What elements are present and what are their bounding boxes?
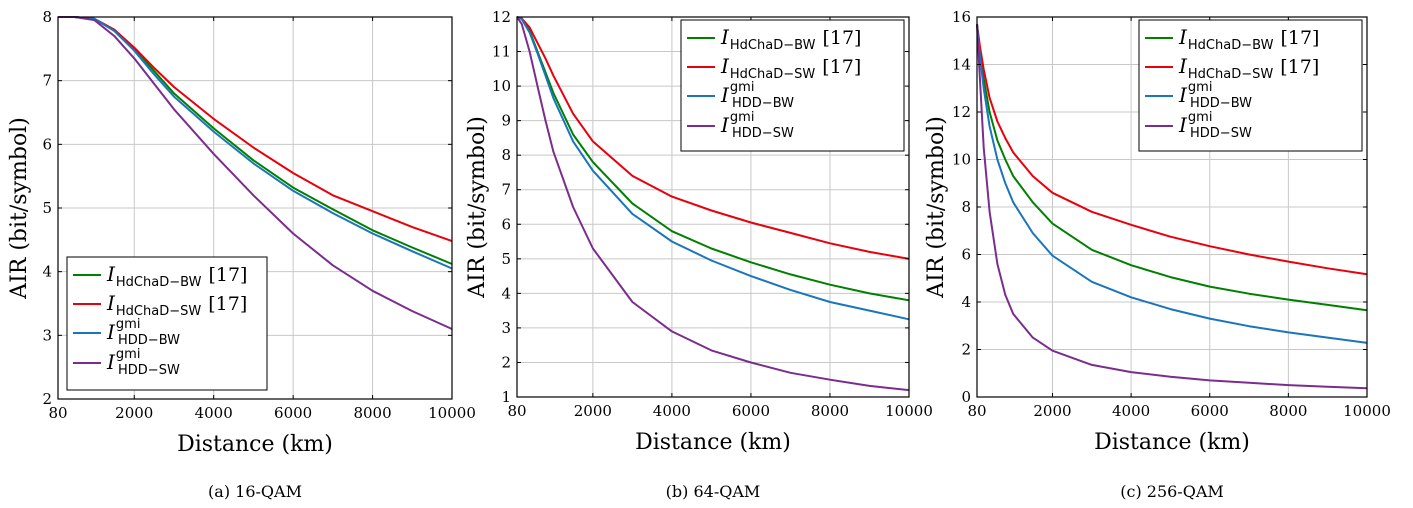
y-tick-label: 3 — [501, 319, 511, 337]
subfigure-caption: (a) 16-QAM — [208, 482, 302, 501]
y-tick-label: 8 — [501, 146, 511, 164]
y-tick-label: 6 — [961, 246, 971, 264]
y-tick-label: 7 — [501, 181, 511, 199]
y-tick-label: 8 — [42, 8, 52, 26]
legend-entry: IHdChaD−BW [17] — [1178, 25, 1319, 53]
y-tick-label: 0 — [961, 388, 971, 406]
x-axis-label: Distance (km) — [1094, 430, 1250, 455]
y-tick-label: 8 — [961, 198, 971, 216]
y-tick-label: 2 — [501, 353, 511, 371]
legend-entry: Igmi HDD−SW — [106, 347, 180, 378]
series-line-HDD−BW — [976, 24, 1368, 344]
x-tick-label: 4000 — [1112, 402, 1150, 420]
subfigure-caption: (b) 64-QAM — [666, 482, 761, 501]
y-tick-label: 4 — [42, 263, 52, 281]
series-line-HDD−SW — [58, 16, 453, 330]
y-tick-label: 10 — [952, 151, 971, 169]
chart-panel-2: 80 2000 4000 6000 8000 10000123456789101112Di… — [465, 8, 933, 501]
legend-entry: IHdChaD−SW [17] — [720, 54, 861, 82]
x-tick-label: 6000 — [274, 404, 312, 422]
legend-entry: IHdChaD−BW [17] — [106, 262, 247, 290]
legend-box — [66, 256, 268, 391]
y-tick-label: 2 — [961, 341, 971, 359]
y-tick-label: 14 — [952, 56, 971, 74]
x-tick-label: 2000 — [574, 402, 612, 420]
series-line-HDD−BW — [58, 16, 453, 270]
x-tick-label: 80 — [507, 402, 526, 420]
y-tick-label: 7 — [42, 72, 52, 90]
y-tick-label: 10 — [492, 77, 511, 95]
legend-entry: IHdChaD−BW [17] — [720, 25, 861, 53]
chart-panel-3: 80 2000 4000 6000 8000 10000 0 2 4 6 8 10 12 14 16 Dist… — [924, 8, 1391, 501]
y-tick-label: 12 — [492, 8, 511, 26]
y-tick-label: 9 — [501, 112, 511, 130]
legend-entry: Igmi HDD−BW — [720, 80, 794, 111]
y-axis-label: AIR (bit/symbol) — [465, 116, 490, 299]
y-tick-label: 3 — [42, 326, 52, 344]
series-line-HDD−SW — [516, 16, 910, 392]
legend-entry: Igmi HDD−SW — [720, 110, 794, 141]
y-tick-label: 5 — [501, 250, 511, 268]
y-tick-label: 4 — [961, 293, 971, 311]
series-line-HdChaD−SW — [58, 16, 453, 243]
x-tick-label: 8000 — [811, 402, 849, 420]
series-line-HDD−BW — [516, 16, 910, 321]
x-axis-label: Distance (km) — [635, 430, 791, 455]
x-tick-label: 6000 — [732, 402, 770, 420]
y-tick-label: 6 — [501, 215, 511, 233]
x-tick-label: 8000 — [1269, 402, 1307, 420]
y-tick-label: 6 — [42, 135, 52, 153]
legend: IHdChaD−BW [17]IHdChaD−SW [17]Igmi HDD−BWIg… — [1138, 19, 1363, 152]
legend: IHdChaD−BW [17]IHdChaD−SW [17]Igmi HDD−BWIg… — [680, 19, 905, 152]
x-tick-label: 2000 — [115, 404, 153, 422]
subfigure-caption: (c) 256-QAM — [1120, 482, 1224, 501]
y-tick-label: 11 — [492, 43, 511, 61]
x-axis-label: Distance (km) — [177, 432, 333, 457]
x-tick-label: 4000 — [653, 402, 691, 420]
plot-frame — [516, 16, 910, 398]
x-tick-label: 8000 — [353, 404, 391, 422]
legend: IHdChaD−BW [17]IHdChaD−SW [17]Igmi HDD−BWIg… — [66, 256, 268, 391]
y-tick-label: 4 — [501, 284, 511, 302]
series-line-HdChaD−SW — [976, 23, 1368, 276]
x-tick-label: 6000 — [1191, 402, 1229, 420]
chart-panel-1: 80 2000 4000 6000 8000 10000 2 3 4 5 6 7 8 Distance (… — [7, 8, 476, 501]
x-tick-label: 10000 — [885, 402, 933, 420]
x-tick-label: 80 — [967, 402, 986, 420]
legend-box — [1138, 19, 1363, 152]
y-tick-label: 5 — [42, 199, 52, 217]
x-tick-label: 2000 — [1033, 402, 1071, 420]
series-line-HDD−SW — [976, 24, 1368, 390]
series-line-HdChaD−BW — [58, 16, 453, 265]
y-tick-label: 1 — [501, 388, 511, 406]
y-axis-label: AIR (bit/symbol) — [7, 117, 32, 300]
legend-box — [680, 19, 905, 152]
y-tick-label: 2 — [42, 390, 52, 408]
y-tick-label: 16 — [952, 8, 971, 26]
y-tick-label: 12 — [952, 103, 971, 121]
legend-entry: Igmi HDD−BW — [1178, 80, 1252, 111]
x-tick-label: 4000 — [195, 404, 233, 422]
series-line-HdChaD−SW — [516, 16, 910, 260]
x-tick-label: 10000 — [428, 404, 476, 422]
series-line-HdChaD−BW — [976, 23, 1368, 312]
legend-entry: IHdChaD−SW [17] — [1178, 54, 1319, 82]
x-tick-label: 80 — [48, 404, 67, 422]
legend-entry: IHdChaD−SW [17] — [106, 291, 247, 319]
legend-entry: Igmi HDD−SW — [1178, 110, 1252, 141]
legend-entry: Igmi HDD−BW — [106, 317, 180, 348]
y-axis-label: AIR (bit/symbol) — [924, 116, 949, 299]
x-tick-label: 10000 — [1343, 402, 1391, 420]
